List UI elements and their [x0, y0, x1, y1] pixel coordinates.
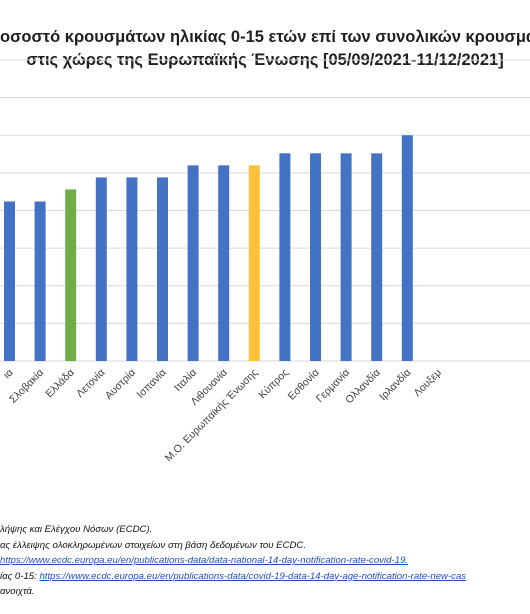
bar [401, 135, 413, 361]
category-label: Κύπρος [256, 367, 291, 402]
footnote-1: λήψης και Ελέγχου Νόσων (ECDC). [0, 522, 530, 538]
footnote-4: ίας 0-15: https://www.ecdc.europa.eu/en/… [0, 569, 530, 585]
footnote-2-text: ας έλλειψης ολοκληρωμένων στοιχείων στη … [0, 539, 307, 551]
bar [157, 177, 168, 361]
category-label: Σλοβακία [7, 367, 46, 406]
chart-title-line-1: οσοστό κρουσμάτων ηλικίας 0-15 ετών επί … [0, 28, 530, 46]
category-label: Ισπανία [135, 367, 169, 401]
footnote-3-link[interactable]: https://www.ecdc.europa.eu/en/publicatio… [0, 555, 408, 566]
category-label: Ιρλανδία [377, 367, 413, 403]
bar [187, 165, 199, 361]
category-label: Λουξεμ [411, 367, 444, 400]
bar [248, 165, 260, 361]
footnote-5: ανοιχτά. [0, 584, 530, 600]
footnote-4-link[interactable]: https://www.ecdc.europa.eu/en/publicatio… [39, 570, 467, 582]
category-label: Αυστρία [103, 367, 138, 402]
category-label: Ιταλία [172, 367, 199, 394]
footnote-4-text: ίας 0-15: [0, 570, 40, 582]
bar [65, 189, 77, 361]
bar [279, 153, 291, 361]
bar [371, 153, 383, 361]
bars [4, 135, 413, 361]
footnote-5-text: ανοιχτά. [0, 586, 35, 597]
footnote-3: https://www.ecdc.europa.eu/en/publicatio… [0, 553, 530, 569]
footnote-1-text: λήψης και Ελέγχου Νόσων (ECDC). [0, 524, 153, 535]
category-label: Ελλάδα [43, 367, 76, 400]
category-label: Λετονία [74, 367, 107, 400]
bar [95, 177, 107, 361]
bar [34, 201, 46, 361]
bar [218, 165, 230, 361]
bar [4, 201, 15, 361]
bar [310, 153, 321, 361]
footnote-2: ας έλλειψης ολοκληρωμένων στοιχείων στη … [0, 538, 530, 554]
footnotes: λήψης και Ελέγχου Νόσων (ECDC). ας έλλει… [0, 522, 530, 600]
bar [126, 177, 138, 361]
bar [340, 153, 352, 361]
gridlines [0, 59, 530, 362]
category-label: ια [1, 367, 15, 381]
